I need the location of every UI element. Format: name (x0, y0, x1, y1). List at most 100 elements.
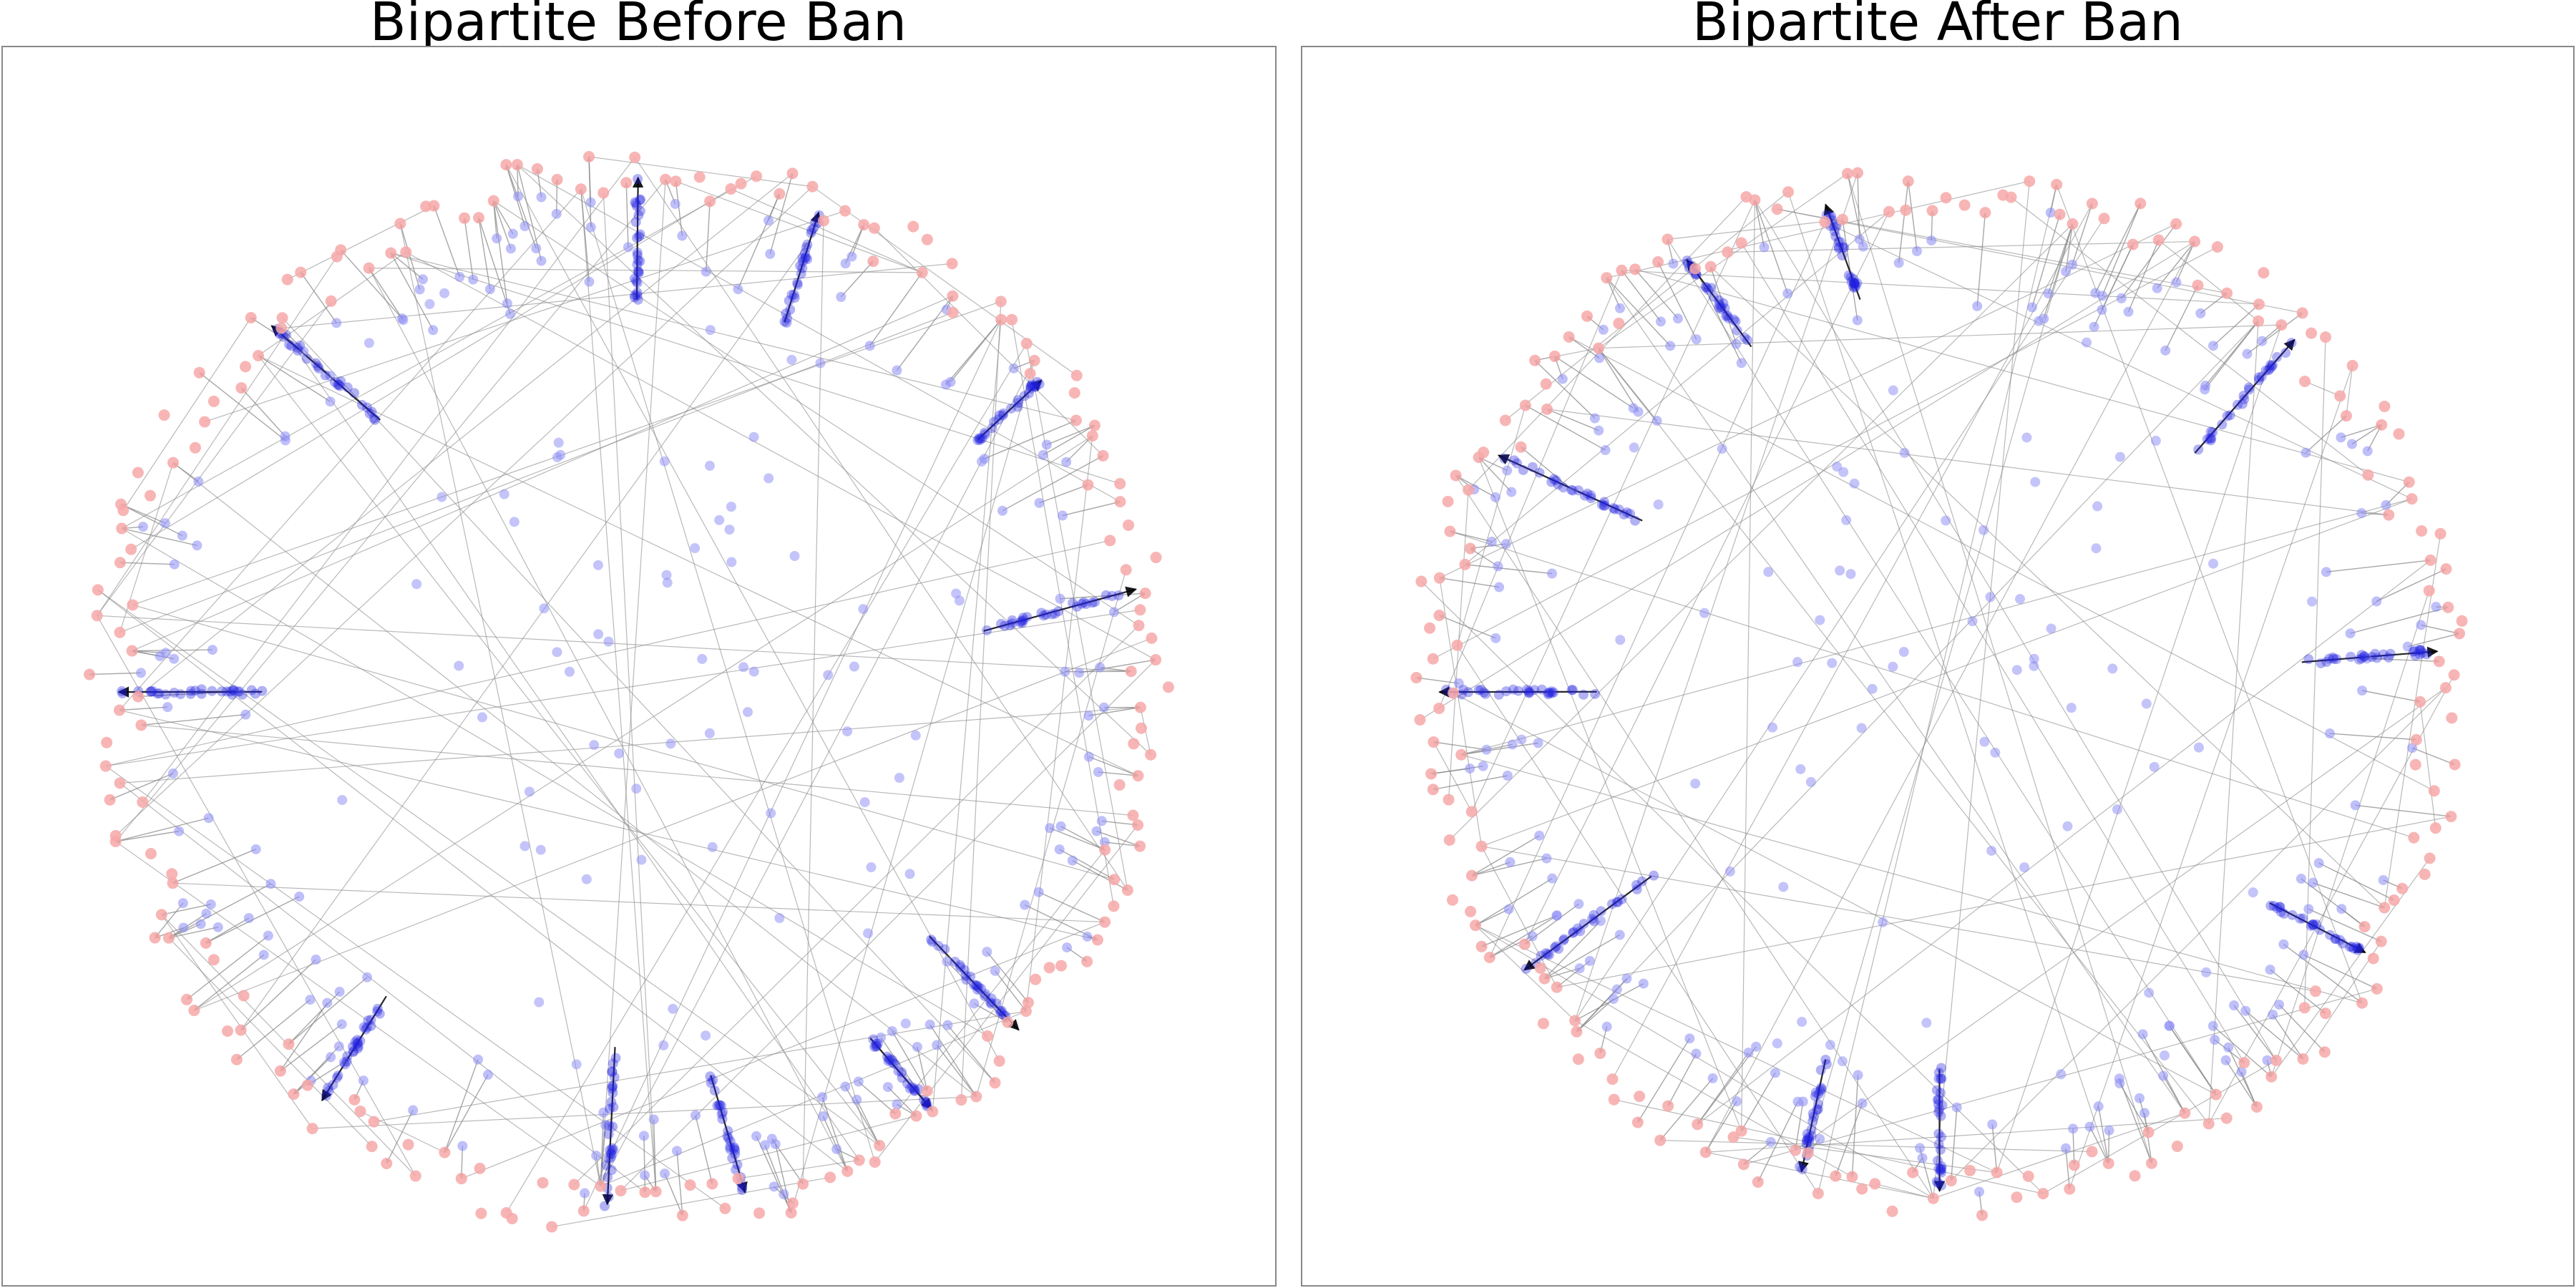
cluster-node (2205, 426, 2216, 437)
edge (2270, 590, 2430, 1077)
cluster-node (233, 686, 243, 697)
outer-node (301, 1079, 313, 1091)
outer-node (735, 177, 747, 190)
cluster-node (1936, 1161, 1947, 1172)
inner-node (2407, 743, 2418, 753)
edge (288, 977, 368, 1045)
inner-node (585, 222, 596, 233)
cluster-node (353, 1041, 364, 1052)
edge (600, 1149, 615, 1187)
outer-node (989, 1077, 1001, 1089)
inner-node (976, 457, 987, 467)
cluster-node (2351, 942, 2362, 952)
inner-node (2298, 950, 2309, 960)
outer-node (2005, 191, 2017, 203)
inner-node (2431, 602, 2441, 613)
outer-node (135, 719, 147, 731)
cluster-node (802, 239, 813, 250)
outer-node (1790, 1144, 1802, 1156)
cluster-node (918, 1094, 929, 1105)
edge (1433, 740, 1487, 751)
inner-node (552, 647, 562, 658)
cluster-node (246, 685, 257, 696)
inner-node (2089, 321, 2099, 332)
cluster-node (185, 688, 196, 699)
edge (1439, 223, 2177, 579)
outer-node (2456, 615, 2468, 627)
cluster-node (2356, 653, 2367, 664)
cluster-node (1933, 1163, 1944, 1174)
edge-strong (869, 1038, 932, 1111)
inner-node (942, 956, 952, 967)
inner-node (1763, 567, 1774, 577)
panel-title-before: Bipartite Before Ban (369, 0, 907, 53)
inner-node (1041, 439, 1052, 450)
inner-node (1878, 917, 1888, 927)
outer-node (1594, 1047, 1606, 1059)
inner-node (177, 898, 188, 909)
edge (1777, 208, 2228, 294)
inner-node (1857, 1098, 1868, 1108)
outer-node (113, 704, 125, 716)
cluster-node (1619, 509, 1629, 519)
inner-node (311, 955, 321, 965)
edge (2341, 424, 2382, 439)
cluster-node (356, 399, 367, 410)
edge (1475, 924, 1576, 1021)
cluster-node (2280, 348, 2291, 358)
edge (493, 200, 1139, 626)
edge (932, 319, 1002, 1112)
inner-node (551, 208, 562, 219)
cluster-node (2206, 433, 2217, 444)
outer-node (2202, 1118, 2215, 1130)
inner-node (1614, 930, 1625, 940)
cluster-node (779, 316, 790, 327)
cluster-node (2353, 654, 2364, 665)
cluster-node (1835, 237, 1845, 248)
cluster-node (607, 1145, 618, 1156)
inner-node (2149, 761, 2160, 772)
node-layer (1410, 167, 2468, 1221)
outer-node (1469, 919, 1481, 932)
cluster-node (175, 689, 186, 700)
outer-node (2022, 1170, 2034, 1182)
edge (2205, 321, 2259, 386)
cluster-node (2370, 648, 2381, 659)
edge (2350, 606, 2449, 634)
inner-node (1815, 1133, 1825, 1144)
inner-node (2043, 288, 2054, 299)
inner-node (2210, 1035, 2220, 1045)
inner-node (531, 243, 542, 254)
cluster-node (630, 290, 640, 301)
cluster-node (1630, 515, 1641, 526)
edge (1449, 530, 1492, 542)
inner-node (243, 913, 254, 924)
cluster-node (2243, 382, 2254, 393)
cluster-node (1849, 278, 1860, 288)
cluster-node (1833, 242, 1844, 253)
inner-node (748, 431, 759, 442)
inner-node (876, 1033, 887, 1043)
outer-node (2396, 882, 2409, 894)
edge (492, 200, 512, 249)
inner-node (748, 666, 759, 677)
edge (642, 1136, 648, 1193)
inner-node (882, 1082, 893, 1093)
cluster-node (868, 1034, 879, 1045)
network-graph-after (1410, 167, 2468, 1221)
inner-node (2060, 1143, 2071, 1153)
cluster-node (630, 217, 641, 228)
inner-node (1653, 499, 1664, 510)
edge (586, 156, 592, 203)
edge (2308, 908, 2382, 942)
outer-node (955, 1094, 967, 1106)
outer-node (676, 1209, 688, 1221)
cluster-node (635, 229, 645, 240)
inner-node (1546, 686, 1557, 696)
inner-node (1507, 739, 1518, 750)
outer-node (1099, 916, 1111, 928)
inner-node (1690, 779, 1701, 789)
cluster-node (2272, 351, 2283, 362)
cluster-node (1843, 270, 1854, 280)
edge (2305, 415, 2347, 454)
